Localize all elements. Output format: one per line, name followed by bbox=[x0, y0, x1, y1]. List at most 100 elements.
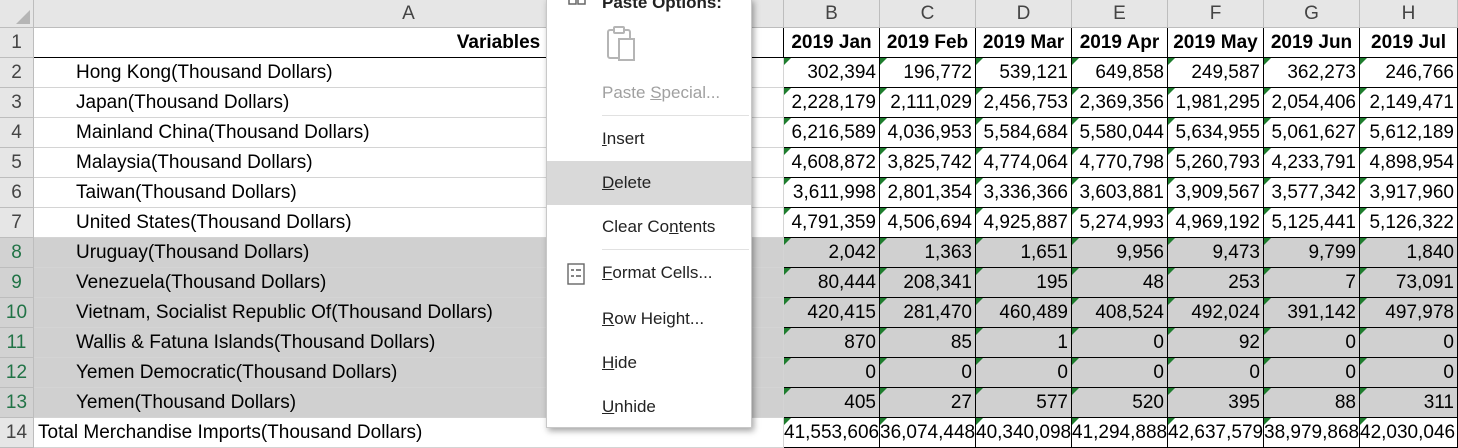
header-month-cell[interactable]: 2019 Jan bbox=[784, 28, 880, 58]
value-cell[interactable]: 7 bbox=[1264, 268, 1360, 298]
value-cell[interactable]: 41,294,888 bbox=[1072, 418, 1168, 448]
value-cell[interactable]: 870 bbox=[784, 328, 880, 358]
column-header-f[interactable]: F bbox=[1168, 0, 1264, 28]
value-cell[interactable]: 253 bbox=[1168, 268, 1264, 298]
row-header-14[interactable]: 14 bbox=[0, 418, 34, 448]
row-header-9[interactable]: 9 bbox=[0, 268, 34, 298]
value-cell[interactable]: 1,840 bbox=[1360, 238, 1458, 268]
value-cell[interactable]: 85 bbox=[880, 328, 976, 358]
value-cell[interactable]: 2,042 bbox=[784, 238, 880, 268]
value-cell[interactable]: 73,091 bbox=[1360, 268, 1458, 298]
header-month-cell[interactable]: 2019 Apr bbox=[1072, 28, 1168, 58]
value-cell[interactable]: 2,149,471 bbox=[1360, 88, 1458, 118]
value-cell[interactable]: 395 bbox=[1168, 388, 1264, 418]
value-cell[interactable]: 3,336,366 bbox=[976, 178, 1072, 208]
column-header-b[interactable]: B bbox=[784, 0, 880, 28]
value-cell[interactable]: 2,054,406 bbox=[1264, 88, 1360, 118]
value-cell[interactable]: 2,456,753 bbox=[976, 88, 1072, 118]
value-cell[interactable]: 5,580,044 bbox=[1072, 118, 1168, 148]
value-cell[interactable]: 92 bbox=[1168, 328, 1264, 358]
menu-item-format-cells[interactable]: Format Cells... bbox=[547, 251, 751, 295]
row-header-3[interactable]: 3 bbox=[0, 88, 34, 118]
row-header-2[interactable]: 2 bbox=[0, 58, 34, 88]
value-cell[interactable]: 4,608,872 bbox=[784, 148, 880, 178]
value-cell[interactable]: 9,799 bbox=[1264, 238, 1360, 268]
value-cell[interactable]: 36,074,448 bbox=[880, 418, 976, 448]
value-cell[interactable]: 539,121 bbox=[976, 58, 1072, 88]
value-cell[interactable]: 6,216,589 bbox=[784, 118, 880, 148]
value-cell[interactable]: 302,394 bbox=[784, 58, 880, 88]
value-cell[interactable]: 405 bbox=[784, 388, 880, 418]
value-cell[interactable]: 4,774,064 bbox=[976, 148, 1072, 178]
value-cell[interactable]: 497,978 bbox=[1360, 298, 1458, 328]
value-cell[interactable]: 208,341 bbox=[880, 268, 976, 298]
value-cell[interactable]: 4,506,694 bbox=[880, 208, 976, 238]
column-header-h[interactable]: H bbox=[1360, 0, 1458, 28]
value-cell[interactable]: 1,981,295 bbox=[1168, 88, 1264, 118]
value-cell[interactable]: 195 bbox=[976, 268, 1072, 298]
value-cell[interactable]: 391,142 bbox=[1264, 298, 1360, 328]
variable-label-cell[interactable]: Hong Kong(Thousand Dollars) bbox=[34, 58, 784, 88]
value-cell[interactable]: 5,260,793 bbox=[1168, 148, 1264, 178]
header-month-cell[interactable]: 2019 May bbox=[1168, 28, 1264, 58]
value-cell[interactable]: 4,036,953 bbox=[880, 118, 976, 148]
row-header-8[interactable]: 8 bbox=[0, 238, 34, 268]
row-header-7[interactable]: 7 bbox=[0, 208, 34, 238]
menu-item-hide[interactable]: Hide bbox=[547, 341, 751, 385]
header-month-cell[interactable]: 2019 Jun bbox=[1264, 28, 1360, 58]
value-cell[interactable]: 42,030,046 bbox=[1360, 418, 1458, 448]
value-cell[interactable]: 2,369,356 bbox=[1072, 88, 1168, 118]
value-cell[interactable]: 4,969,192 bbox=[1168, 208, 1264, 238]
row-header-5[interactable]: 5 bbox=[0, 148, 34, 178]
value-cell[interactable]: 460,489 bbox=[976, 298, 1072, 328]
value-cell[interactable]: 249,587 bbox=[1168, 58, 1264, 88]
value-cell[interactable]: 4,898,954 bbox=[1360, 148, 1458, 178]
value-cell[interactable]: 0 bbox=[1360, 358, 1458, 388]
value-cell[interactable]: 4,770,798 bbox=[1072, 148, 1168, 178]
value-cell[interactable]: 0 bbox=[880, 358, 976, 388]
value-cell[interactable]: 88 bbox=[1264, 388, 1360, 418]
value-cell[interactable]: 0 bbox=[784, 358, 880, 388]
value-cell[interactable]: 5,612,189 bbox=[1360, 118, 1458, 148]
value-cell[interactable]: 9,473 bbox=[1168, 238, 1264, 268]
value-cell[interactable]: 0 bbox=[1072, 358, 1168, 388]
value-cell[interactable]: 48 bbox=[1072, 268, 1168, 298]
value-cell[interactable]: 5,061,627 bbox=[1264, 118, 1360, 148]
value-cell[interactable]: 408,524 bbox=[1072, 298, 1168, 328]
value-cell[interactable]: 5,125,441 bbox=[1264, 208, 1360, 238]
value-cell[interactable]: 1,651 bbox=[976, 238, 1072, 268]
column-header-d[interactable]: D bbox=[976, 0, 1072, 28]
row-header-13[interactable]: 13 bbox=[0, 388, 34, 418]
header-variables-cell[interactable]: Variables bbox=[34, 28, 784, 58]
row-header-11[interactable]: 11 bbox=[0, 328, 34, 358]
value-cell[interactable]: 3,611,998 bbox=[784, 178, 880, 208]
value-cell[interactable]: 311 bbox=[1360, 388, 1458, 418]
value-cell[interactable]: 0 bbox=[1360, 328, 1458, 358]
select-all-corner[interactable] bbox=[0, 0, 34, 28]
value-cell[interactable]: 40,340,098 bbox=[976, 418, 1072, 448]
header-month-cell[interactable]: 2019 Feb bbox=[880, 28, 976, 58]
column-header-e[interactable]: E bbox=[1072, 0, 1168, 28]
value-cell[interactable]: 42,637,579 bbox=[1168, 418, 1264, 448]
menu-item-paste-special[interactable]: Paste Special... bbox=[547, 71, 751, 115]
value-cell[interactable]: 5,126,322 bbox=[1360, 208, 1458, 238]
value-cell[interactable]: 492,024 bbox=[1168, 298, 1264, 328]
value-cell[interactable]: 3,603,881 bbox=[1072, 178, 1168, 208]
value-cell[interactable]: 4,233,791 bbox=[1264, 148, 1360, 178]
value-cell[interactable]: 80,444 bbox=[784, 268, 880, 298]
value-cell[interactable]: 3,909,567 bbox=[1168, 178, 1264, 208]
row-header-10[interactable]: 10 bbox=[0, 298, 34, 328]
row-header-4[interactable]: 4 bbox=[0, 118, 34, 148]
value-cell[interactable]: 281,470 bbox=[880, 298, 976, 328]
variable-label-cell[interactable]: Malaysia(Thousand Dollars) bbox=[34, 148, 784, 178]
menu-item-insert[interactable]: Insert bbox=[547, 117, 751, 161]
value-cell[interactable]: 9,956 bbox=[1072, 238, 1168, 268]
value-cell[interactable]: 0 bbox=[1264, 358, 1360, 388]
value-cell[interactable]: 41,553,606 bbox=[784, 418, 880, 448]
value-cell[interactable]: 0 bbox=[976, 358, 1072, 388]
value-cell[interactable]: 5,584,684 bbox=[976, 118, 1072, 148]
value-cell[interactable]: 0 bbox=[1264, 328, 1360, 358]
menu-item-unhide[interactable]: Unhide bbox=[547, 385, 751, 429]
menu-item-delete[interactable]: Delete bbox=[547, 161, 751, 205]
variable-label-cell[interactable]: United States(Thousand Dollars) bbox=[34, 208, 784, 238]
